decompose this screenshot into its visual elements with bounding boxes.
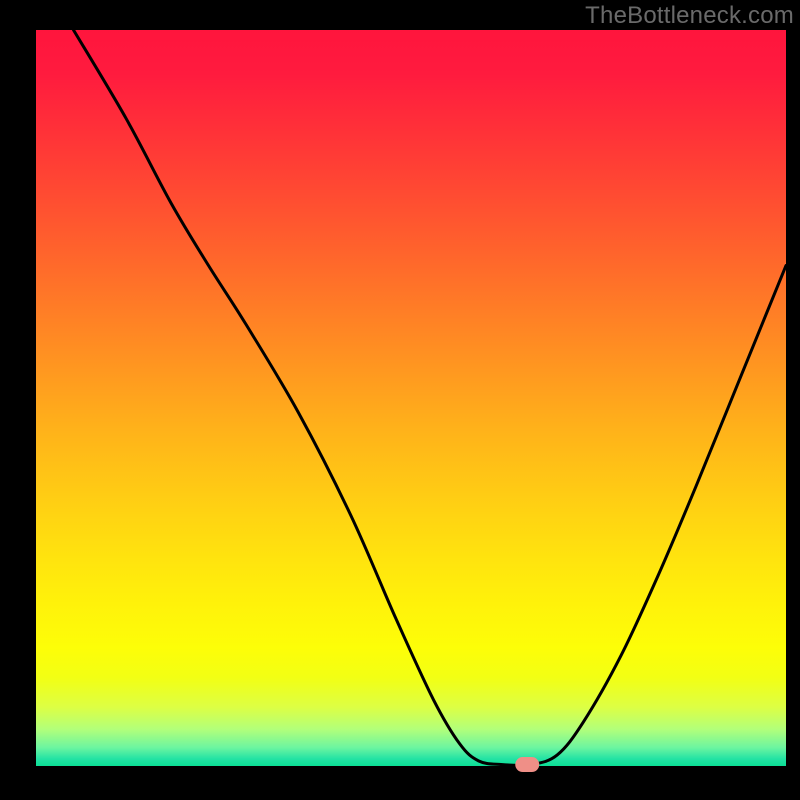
chart-frame: TheBottleneck.com bbox=[0, 0, 800, 800]
watermark-text: TheBottleneck.com bbox=[585, 2, 794, 30]
bottleneck-curve-chart bbox=[0, 0, 800, 800]
optimal-point-marker bbox=[515, 757, 539, 772]
